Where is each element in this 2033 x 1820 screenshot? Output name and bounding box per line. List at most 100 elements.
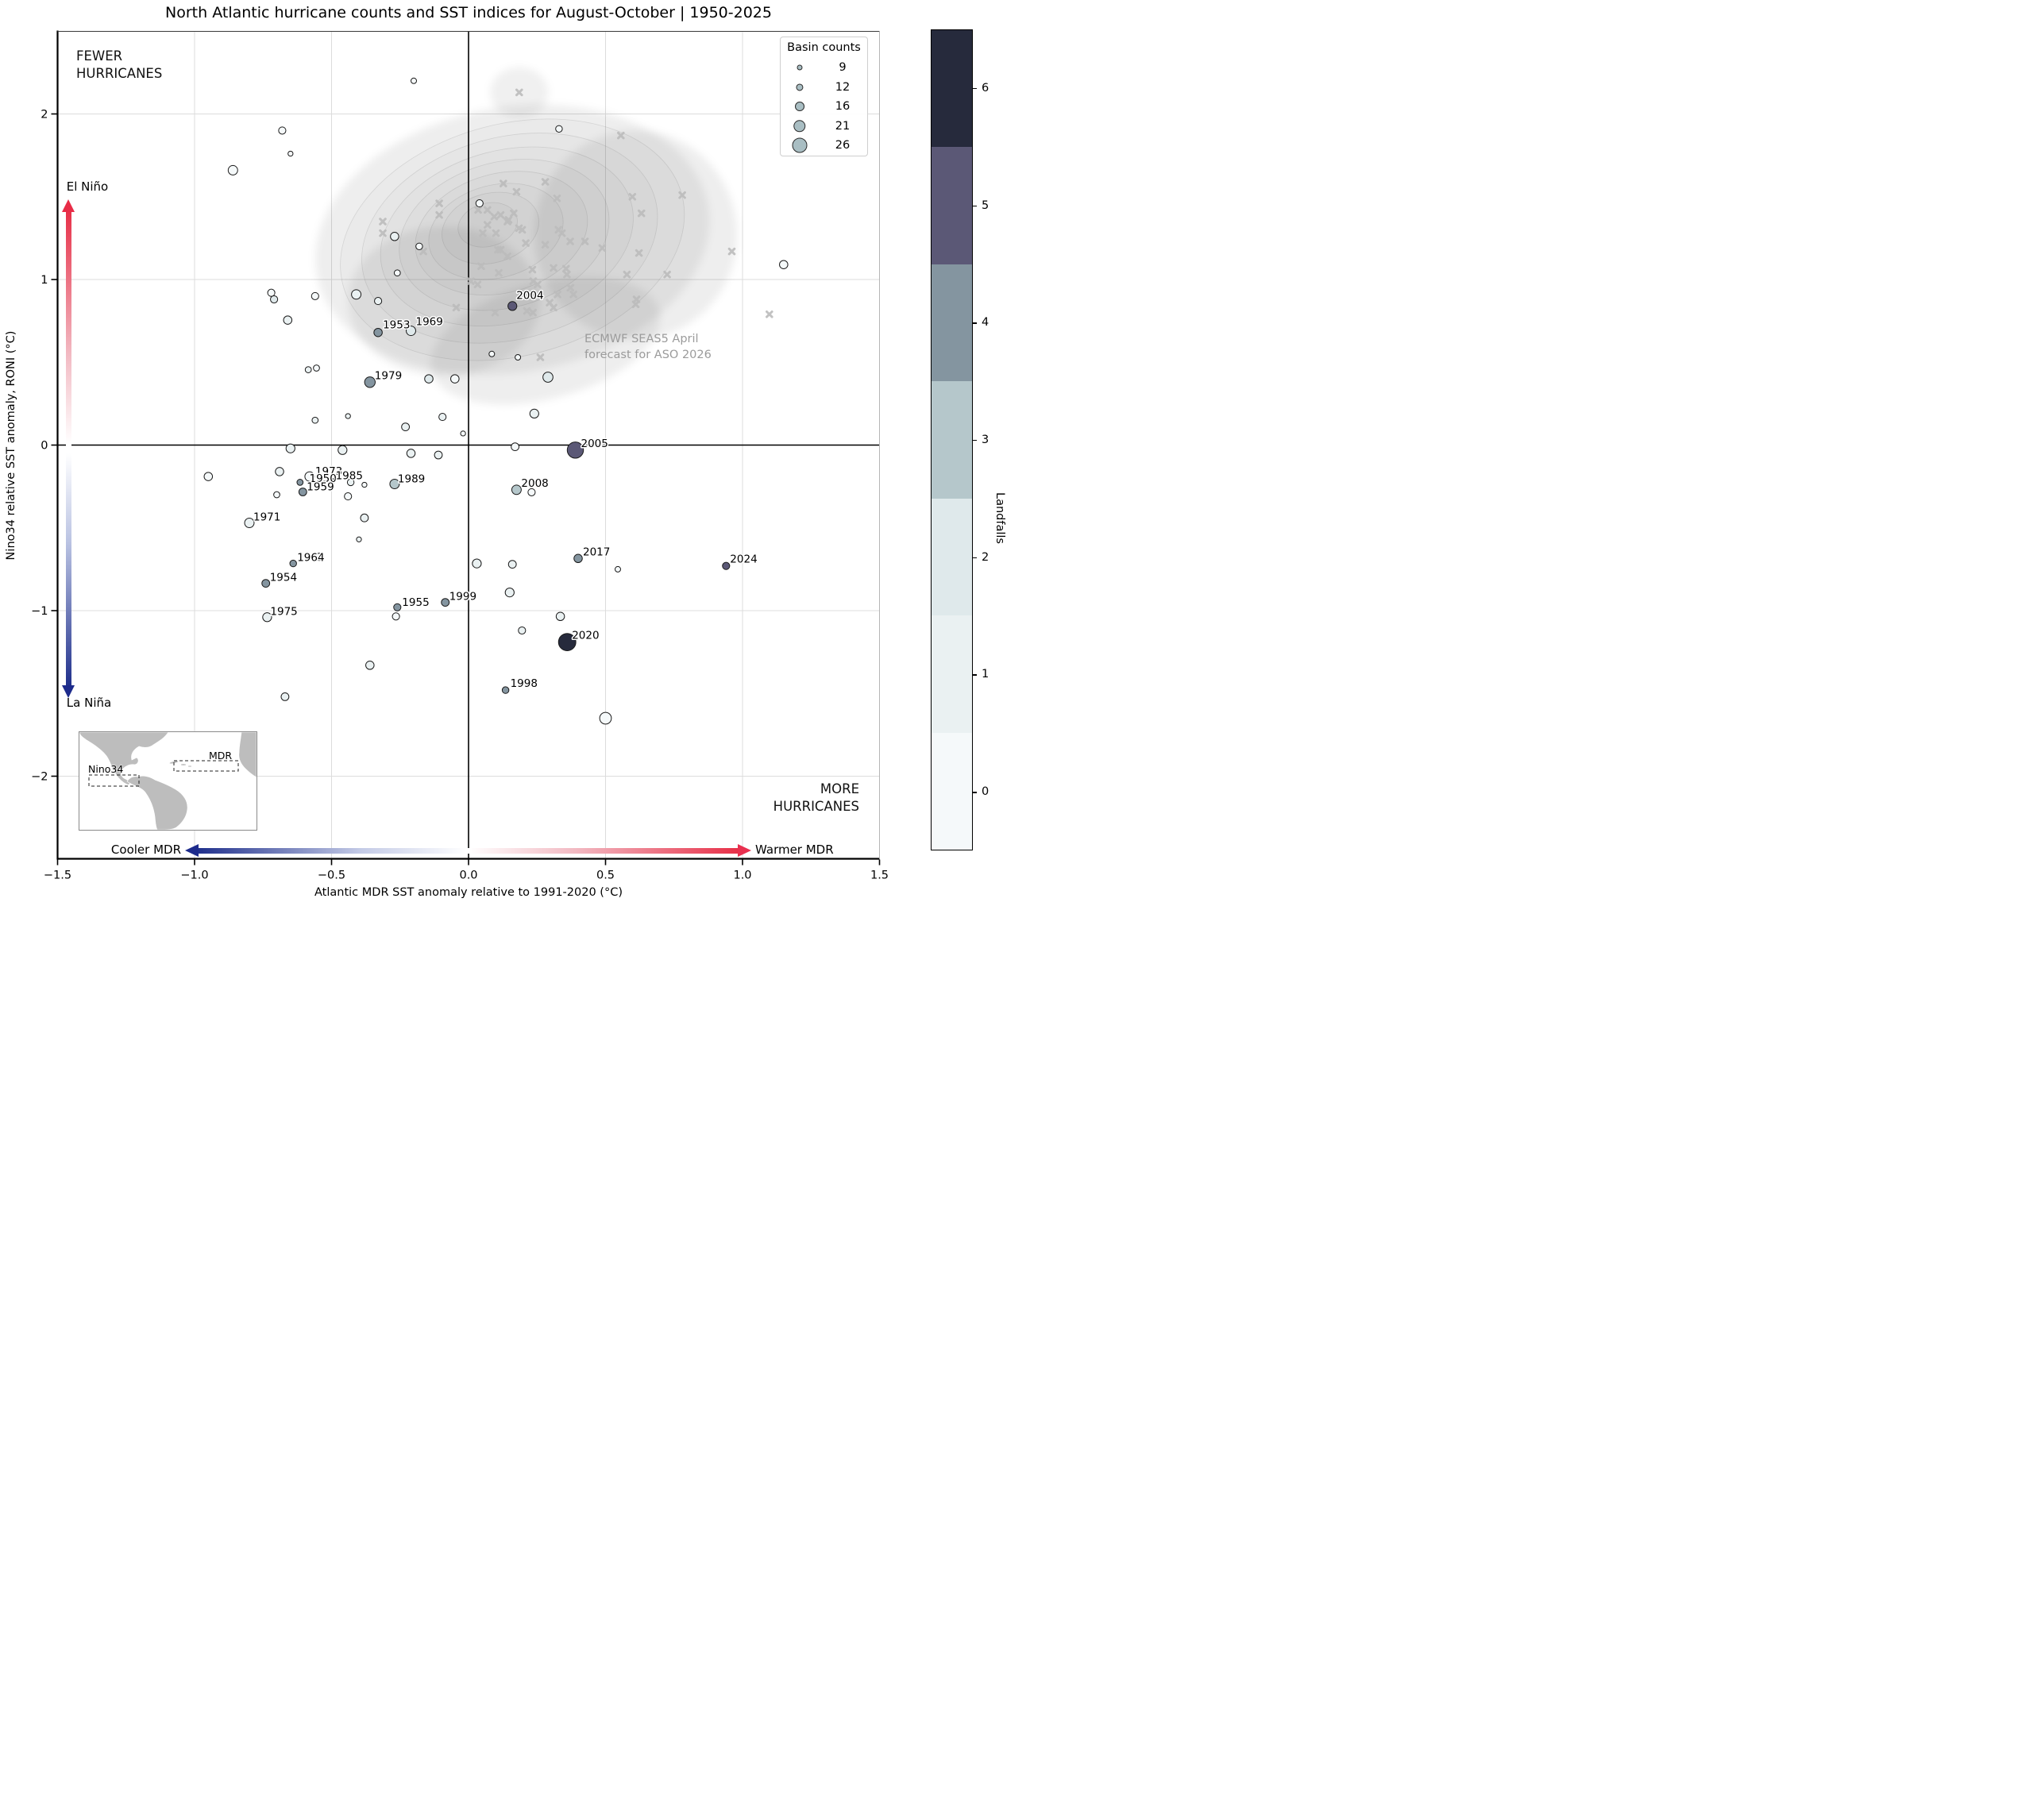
scatter-point <box>460 430 466 437</box>
scatter-point <box>289 559 297 568</box>
ensemble-x-icon <box>452 303 461 312</box>
zero-lines <box>57 31 880 859</box>
scatter-point <box>488 350 496 357</box>
colorbar-tick <box>973 322 977 324</box>
year-label: 1954 <box>270 572 297 584</box>
arrow-right-icon <box>738 844 751 857</box>
year-label: 2017 <box>583 546 610 558</box>
colorbar-tick-label: 6 <box>982 81 989 94</box>
la-nina-label: La Niña <box>66 696 112 710</box>
colorbar-tick <box>973 557 977 559</box>
ensemble-x-icon <box>474 206 482 214</box>
ensemble-x-icon <box>628 193 637 201</box>
scatter-point <box>441 598 450 607</box>
legend-count-label: 21 <box>835 119 851 133</box>
legend-item: 26 <box>781 136 867 155</box>
scatter-point <box>438 413 447 422</box>
legend-count-label: 26 <box>835 139 851 152</box>
colorbar-tick <box>973 87 977 90</box>
x-tick-label: 1.0 <box>733 870 751 882</box>
y-tick-label: −2 <box>31 771 48 784</box>
ensemble-x-icon <box>483 206 492 214</box>
scatter-point <box>365 661 375 670</box>
year-label: 1985 <box>336 469 363 482</box>
forecast-annotation: ECMWF SEAS5 April forecast for ASO 2026 <box>584 333 712 361</box>
scatter-point <box>406 326 416 337</box>
scatter-point <box>270 295 279 304</box>
ensemble-x-icon <box>623 270 631 279</box>
ensemble-x-icon <box>550 264 557 272</box>
x-tick-label: −1.0 <box>180 870 208 882</box>
scatter-point <box>351 289 362 300</box>
colorbar-tick-label: 1 <box>982 668 989 681</box>
scatter-point <box>275 467 284 476</box>
colorbar-segment <box>932 264 972 382</box>
year-label: 2004 <box>516 289 543 302</box>
ensemble-x-icon <box>523 307 531 315</box>
colorbar-segment <box>932 147 972 264</box>
ensemble-x-icon <box>534 280 542 289</box>
scatter-point <box>393 269 401 277</box>
landfalls-colorbar <box>931 29 973 850</box>
ensemble-x-icon <box>503 252 511 260</box>
ensemble-x-icon <box>473 280 482 289</box>
scatter-point <box>273 491 280 499</box>
year-label: 1973 <box>315 465 342 478</box>
cooler-mdr-label: Cooler MDR <box>110 843 181 857</box>
ensemble-x-icon <box>529 308 537 317</box>
ensemble-x-icon <box>550 303 557 312</box>
scatter-point <box>555 125 563 133</box>
y-axis-label: Nino34 relative SST anomaly, RONI (°C) <box>5 330 17 561</box>
forecast-ensemble-markers <box>379 88 773 361</box>
colorbar-tick-label: 0 <box>982 785 989 799</box>
ensemble-x-icon <box>554 290 561 299</box>
scatter-point <box>304 366 312 373</box>
basin-counts-legend: Basin counts 9 12 16 21 26 <box>780 37 868 156</box>
colorbar-tick-label: 2 <box>982 550 989 564</box>
scatter-point <box>360 513 369 522</box>
mdr-region-label: MDR <box>209 750 233 762</box>
colorbar-tick <box>973 674 977 676</box>
scatter-point <box>434 450 443 460</box>
scatter-point <box>304 471 315 482</box>
ensemble-x-icon <box>561 264 570 273</box>
x-tick-label: −1.5 <box>44 870 71 882</box>
scatter-point <box>529 408 539 419</box>
fewer-hurricanes-note: FEWER HURRICANES <box>76 48 163 81</box>
hurricane-year-points <box>203 77 789 725</box>
year-label: 1971 <box>253 511 280 524</box>
ensemble-x-icon <box>536 353 545 361</box>
scatter-point <box>515 354 522 361</box>
ensemble-x-icon <box>569 290 577 299</box>
ensemble-x-icon <box>663 270 671 279</box>
legend-count-label: 9 <box>839 61 847 74</box>
ensemble-x-icon <box>490 212 499 221</box>
scatter-point <box>599 711 612 725</box>
ensemble-x-icon <box>557 229 566 237</box>
scatter-point <box>227 164 238 175</box>
year-label: 2008 <box>521 477 548 490</box>
legend-size-dot-icon <box>796 83 804 91</box>
scatter-point <box>203 472 214 481</box>
y-tick-label: 2 <box>41 109 48 121</box>
year-label: 1998 <box>511 677 538 690</box>
ensemble-x-icon <box>510 209 518 218</box>
scatter-point <box>555 611 565 622</box>
scatter-point <box>278 126 287 135</box>
ensemble-x-icon <box>504 216 513 224</box>
scatter-point <box>411 77 417 84</box>
year-label: 1975 <box>270 605 297 618</box>
scatter-point <box>615 565 621 573</box>
ensemble-x-icon <box>515 88 523 97</box>
scatter-point <box>557 633 577 652</box>
scatter-point <box>311 291 319 300</box>
year-label: 1979 <box>375 369 402 382</box>
legend-item: 21 <box>781 117 867 136</box>
legend-size-dot-icon <box>795 102 804 112</box>
ensemble-x-icon <box>419 247 427 256</box>
ensemble-x-icon <box>512 187 521 196</box>
colorbar-segment <box>932 30 972 148</box>
ensemble-x-icon <box>495 268 503 277</box>
ensemble-x-icon <box>515 224 523 233</box>
